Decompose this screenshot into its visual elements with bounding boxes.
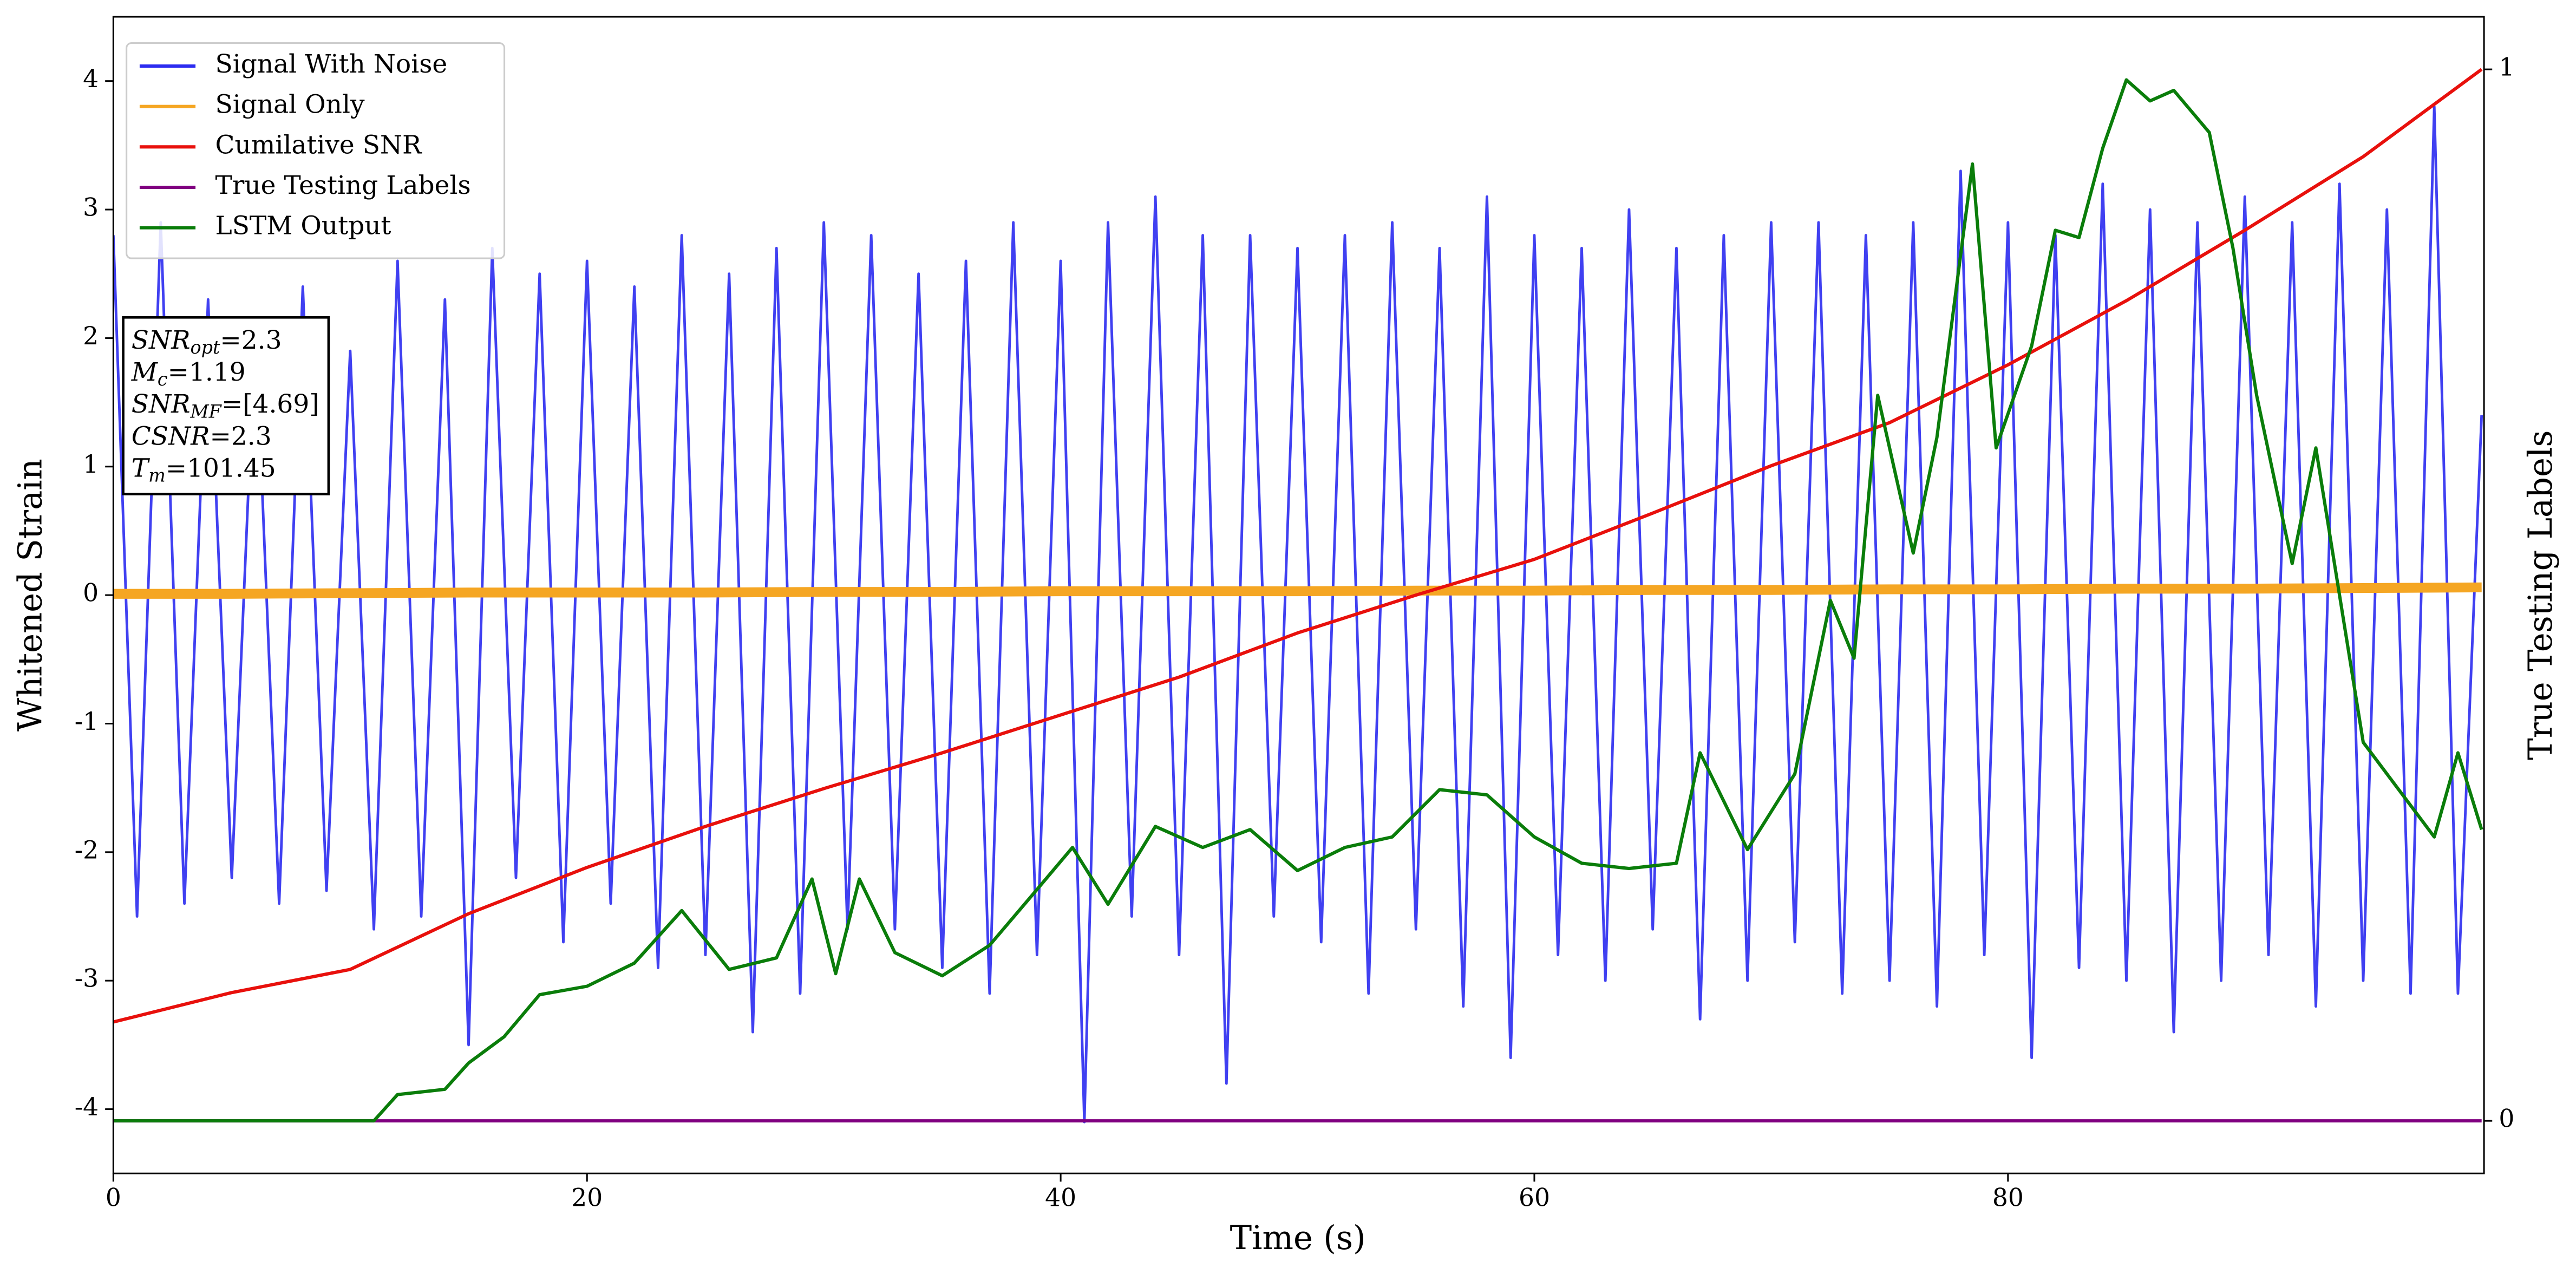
x-tick-label: 40 — [1045, 1183, 1076, 1212]
series-line — [113, 68, 2483, 1024]
y-tick-label: -3 — [75, 964, 99, 993]
x-tick-label: 0 — [106, 1183, 121, 1212]
y2-axis-label: True Testing Labels — [2522, 430, 2560, 760]
annotation-part: M — [131, 357, 159, 387]
y-tick-label: 1 — [83, 450, 99, 479]
annotation-line: SNRMF=[4.69] — [132, 389, 319, 422]
series-line — [113, 78, 2483, 1123]
annotation-line: CSNR=2.3 — [132, 421, 272, 451]
annotation-part: opt — [191, 337, 220, 358]
annotation-part: =2.3 — [220, 325, 282, 355]
y-tick-label: -2 — [75, 835, 99, 864]
y-tick-label: -4 — [75, 1093, 99, 1121]
legend-label: LSTM Output — [215, 211, 391, 241]
plot-area — [113, 68, 2483, 1123]
annotation-part: =1.19 — [168, 357, 246, 387]
y2-tick-label: 0 — [2499, 1105, 2514, 1133]
annotation-part: c — [158, 369, 168, 390]
y-tick-label: 4 — [83, 64, 99, 93]
legend-label: Signal Only — [215, 90, 365, 120]
y-tick-label: 3 — [83, 193, 99, 222]
annotation-part: =[4.69] — [221, 389, 319, 419]
series-line — [113, 105, 2483, 1123]
y-tick-label: 2 — [83, 322, 99, 350]
y-tick-label: 0 — [83, 579, 99, 607]
x-axis-label: Time (s) — [1230, 1219, 1366, 1257]
annotation-box — [122, 316, 330, 495]
annotation-line: Tm=101.45 — [132, 454, 276, 486]
x-tick-label: 60 — [1519, 1183, 1550, 1212]
legend-label: True Testing Labels — [215, 171, 471, 200]
annotation-part: =101.45 — [166, 454, 276, 484]
annotation-part: =2.3 — [210, 421, 271, 451]
annotation-part: T — [132, 454, 151, 484]
annotation-part: m — [148, 465, 166, 486]
x-tick-label: 20 — [571, 1183, 603, 1212]
series-line — [113, 582, 2482, 599]
annotation-part: SNR — [132, 325, 191, 355]
plot-frame — [112, 16, 2485, 1174]
y-tick-label: -1 — [75, 707, 99, 736]
legend-label: Cumilative SNR — [215, 130, 423, 160]
annotation-line: Mc=1.19 — [131, 357, 246, 390]
legend-label: Signal With Noise — [215, 49, 448, 79]
y2-tick-label: 1 — [2499, 53, 2514, 82]
legend-box — [126, 42, 506, 259]
annotation-part: SNR — [132, 389, 191, 419]
y-axis-label: Whitened Strain — [11, 459, 49, 731]
annotation-line: SNRopt=2.3 — [132, 325, 282, 358]
annotation-part: MF — [190, 401, 223, 422]
annotation-part: CSNR — [132, 421, 210, 451]
x-tick-label: 80 — [1992, 1183, 2024, 1212]
